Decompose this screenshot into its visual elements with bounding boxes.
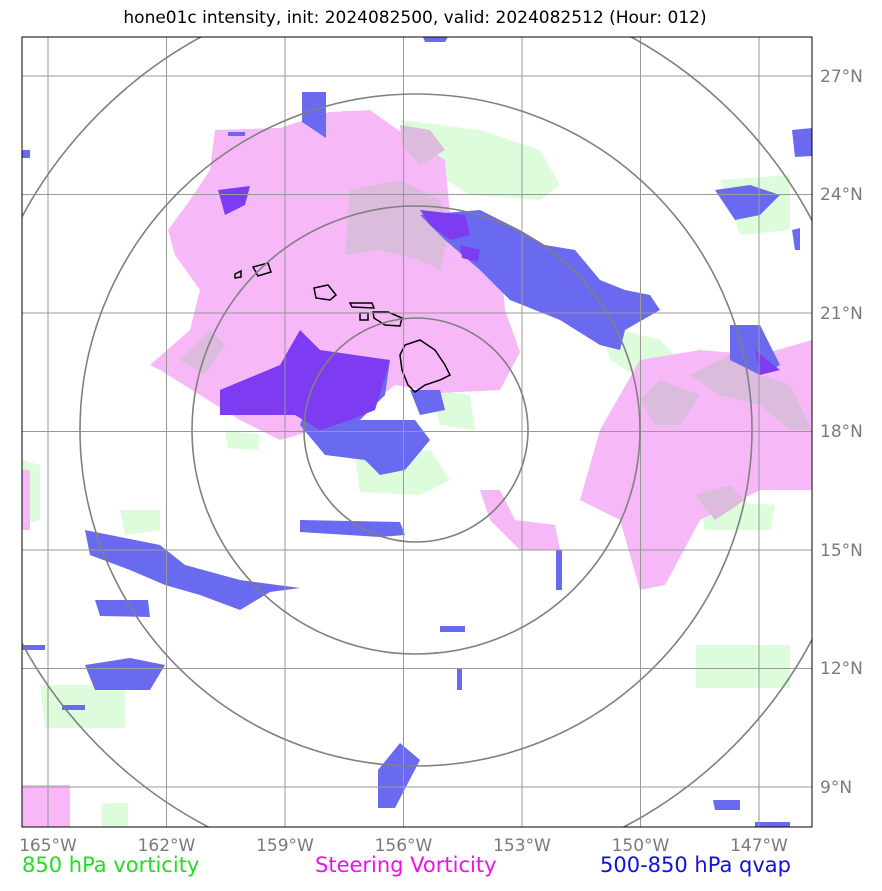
lat-tick-label: 27°N bbox=[820, 67, 863, 87]
overlap-region bbox=[690, 355, 812, 430]
lat-axis: 27°N 24°N 21°N 18°N 15°N 12°N 9°N bbox=[820, 67, 863, 798]
lat-tick-label: 18°N bbox=[820, 422, 863, 442]
legend-850-vorticity: 850 hPa vorticity bbox=[22, 853, 200, 877]
vorticity-850-region bbox=[102, 803, 128, 827]
lon-tick-label: 156°W bbox=[375, 836, 433, 856]
qvap-strong-region bbox=[218, 186, 250, 215]
overlap-region bbox=[640, 380, 700, 425]
qvap-region bbox=[228, 132, 245, 136]
graticule bbox=[22, 37, 812, 827]
vorticity-850-region bbox=[696, 645, 790, 688]
plot-frame bbox=[21, 36, 813, 828]
lon-tick-label: 150°W bbox=[612, 836, 670, 856]
lon-tick-label: 165°W bbox=[19, 836, 77, 856]
vorticity-850-region bbox=[120, 510, 160, 535]
lat-tick-label: 9°N bbox=[820, 778, 852, 798]
qvap-strong-layer bbox=[218, 186, 780, 430]
legend-steering-vorticity: Steering Vorticity bbox=[315, 853, 497, 877]
vorticity-850-region bbox=[400, 120, 560, 200]
overlap-region bbox=[180, 330, 225, 375]
lat-tick-label: 24°N bbox=[820, 185, 863, 205]
range-rings bbox=[22, 37, 812, 827]
island-outline bbox=[348, 302, 376, 309]
overlap-region bbox=[695, 485, 745, 520]
range-ring bbox=[303, 317, 529, 543]
qvap-region bbox=[713, 800, 740, 810]
qvap-region bbox=[95, 600, 150, 617]
lat-tick-label: 21°N bbox=[820, 304, 863, 324]
overlap-region bbox=[345, 180, 450, 270]
lon-tick-label: 153°W bbox=[493, 836, 551, 856]
legend-qvap: 500-850 hPa qvap bbox=[600, 853, 791, 877]
lon-tick-label: 159°W bbox=[256, 836, 314, 856]
qvap-region bbox=[378, 743, 420, 808]
qvap-region bbox=[85, 658, 165, 690]
qvap-strong-region bbox=[755, 350, 780, 375]
vorticity-850-layer bbox=[22, 120, 790, 827]
qvap-strong-region bbox=[220, 330, 390, 430]
map-plot-area bbox=[22, 37, 812, 827]
overlap-region bbox=[400, 125, 445, 165]
steering-vorticity-region bbox=[22, 470, 30, 530]
qvap-region bbox=[715, 185, 780, 220]
qvap-region bbox=[300, 520, 405, 537]
chart-title: hone01c intensity, init: 2024082500, val… bbox=[123, 8, 707, 28]
vorticity-850-region bbox=[225, 430, 260, 450]
island-outline bbox=[234, 269, 242, 279]
lon-axis: 165°W 162°W 159°W 156°W 153°W 150°W 147°… bbox=[19, 836, 788, 856]
overlap-layer bbox=[180, 125, 812, 520]
island-outline bbox=[313, 284, 338, 301]
range-ring bbox=[191, 205, 641, 655]
qvap-region bbox=[423, 37, 448, 42]
qvap-region bbox=[440, 626, 465, 632]
steering-vorticity-region bbox=[22, 785, 70, 827]
qvap-region bbox=[792, 228, 800, 250]
range-ring bbox=[79, 93, 753, 767]
qvap-region bbox=[556, 550, 562, 590]
qvap-region bbox=[457, 668, 462, 690]
qvap-strong-region bbox=[460, 245, 480, 262]
qvap-region bbox=[792, 128, 812, 157]
lat-tick-label: 12°N bbox=[820, 659, 863, 679]
qvap-strong-region bbox=[420, 210, 470, 240]
qvap-region bbox=[302, 92, 326, 138]
qvap-region bbox=[22, 150, 30, 158]
lon-tick-label: 162°W bbox=[138, 836, 196, 856]
qvap-region bbox=[62, 705, 85, 710]
lon-tick-label: 147°W bbox=[730, 836, 788, 856]
qvap-region bbox=[22, 645, 45, 650]
island-outline bbox=[372, 311, 403, 327]
qvap-region bbox=[420, 210, 660, 350]
lat-tick-label: 15°N bbox=[820, 541, 863, 561]
island-outline bbox=[399, 339, 452, 393]
qvap-region bbox=[755, 822, 790, 827]
qvap-region bbox=[410, 390, 445, 415]
